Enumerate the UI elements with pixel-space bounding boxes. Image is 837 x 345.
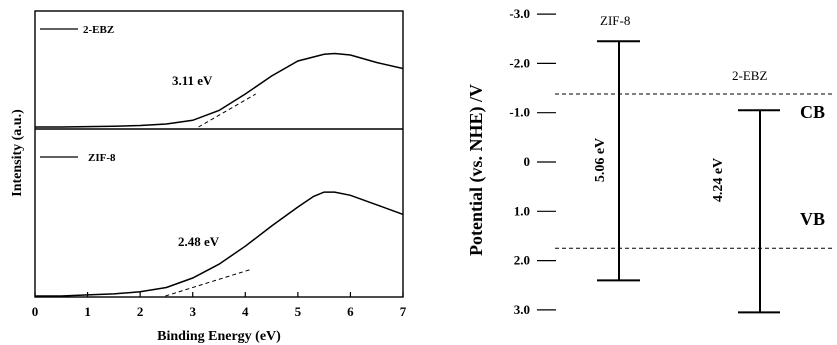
x-axis-ticks	[34, 292, 404, 297]
x-axis-tick-labels: 0 1 2 3 4 5 6 7	[32, 304, 407, 319]
y-axis-label: Intensity (a.u.)	[10, 109, 25, 197]
x-tick-label: 4	[242, 304, 249, 319]
x-tick-label: 5	[295, 304, 302, 319]
potential-tick-label: 0	[524, 154, 531, 169]
band-2-ebz: 2-EBZ 4.24 eV	[711, 68, 780, 314]
x-tick-label: 3	[189, 304, 196, 319]
panel-2-ebz: 2-EBZ 3.11 eV	[35, 24, 403, 128]
potential-tick-label: 1.0	[514, 203, 530, 218]
spectra-frame	[34, 10, 404, 298]
cb-label: CB	[800, 102, 825, 122]
potential-axis-label: Potential (vs. NHE) /V	[466, 84, 487, 256]
potential-tick-label: 2.0	[514, 253, 530, 268]
band-gap-label-zif-8: 2.48 eV	[178, 234, 220, 249]
x-tick-label: 1	[84, 304, 91, 319]
spectra-chart: 0 1 2 3 4 5 6 7 Binding Energy (eV) Intensity (…	[10, 10, 407, 344]
gap-label-zif-8: 5.06 eV	[593, 138, 608, 182]
tangent-line-2-ebz	[198, 93, 257, 128]
potential-tick-label: 3.0	[514, 302, 530, 317]
band-name-2-ebz: 2-EBZ	[732, 68, 767, 83]
x-tick-label: 2	[137, 304, 144, 319]
x-tick-label: 6	[347, 304, 354, 319]
vb-label: VB	[800, 209, 825, 229]
potential-tick-label: -2.0	[509, 55, 530, 70]
series-line-zif-8	[35, 191, 403, 297]
legend-label-2-ebz: 2-EBZ	[83, 24, 114, 36]
tangent-line-zif-8	[165, 269, 251, 297]
band-name-zif-8: ZIF-8	[600, 13, 630, 28]
gap-label-2-ebz: 4.24 eV	[711, 158, 726, 202]
x-tick-label: 0	[32, 304, 39, 319]
band-gap-label-2-ebz: 3.11 eV	[172, 73, 213, 88]
x-tick-label: 7	[400, 304, 407, 319]
band-diagram: Potential (vs. NHE) /V -3.0 -2.0 -1.0 0 1.0 2…	[466, 6, 834, 317]
potential-tick-label: -3.0	[509, 6, 530, 21]
series-line-2-ebz	[35, 52, 403, 128]
potential-axis-ticks: -3.0 -2.0 -1.0 0 1.0 2.0 3.0	[509, 6, 556, 317]
potential-tick-label: -1.0	[509, 105, 530, 120]
x-axis-label: Binding Energy (eV)	[157, 329, 281, 344]
panel-zif-8: ZIF-8 2.48 eV	[35, 152, 403, 297]
band-zif-8: ZIF-8 5.06 eV	[593, 13, 640, 282]
legend-label-zif-8: ZIF-8	[88, 152, 116, 164]
